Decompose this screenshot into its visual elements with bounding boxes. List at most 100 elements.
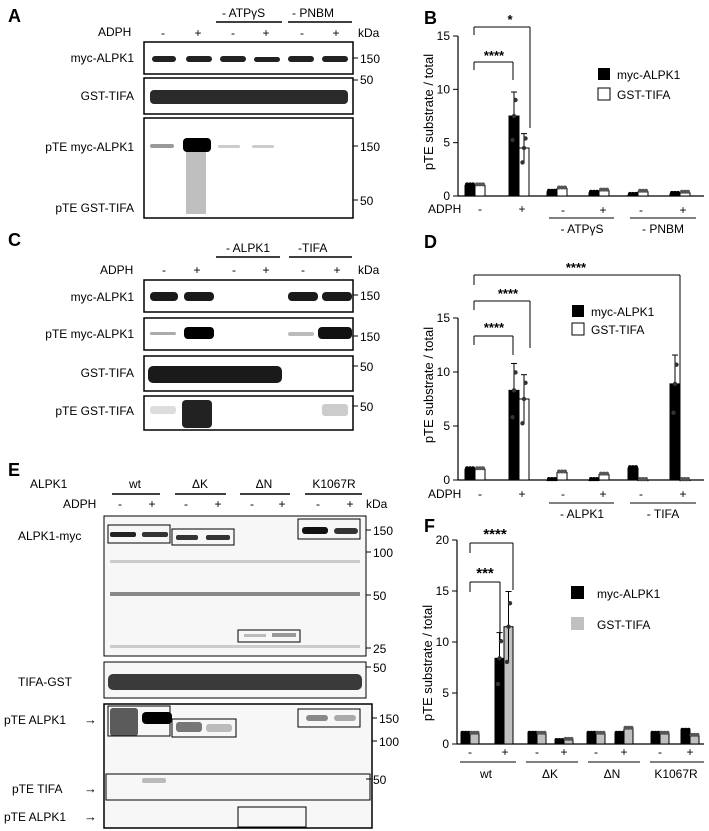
sign: - <box>162 263 166 277</box>
band <box>252 145 274 148</box>
markers-e-top: 150 100 50 25 <box>366 524 393 656</box>
data-point <box>481 182 485 187</box>
panel-a: A ADPH - ATPγS - PNBM - + - + - + kDa <box>8 6 380 219</box>
data-point <box>638 477 642 481</box>
group-d1: - ALPK1 <box>560 507 604 521</box>
sign: + <box>262 263 269 277</box>
bands-e-pte <box>105 705 371 828</box>
panel-letter-a: A <box>8 6 21 26</box>
bar-gst-tifa <box>595 733 606 745</box>
bar-gst-tifa <box>474 468 486 481</box>
y-tick-label: 15 <box>437 29 451 43</box>
group-f3: K1067R <box>654 767 698 781</box>
band <box>288 292 318 301</box>
marker: 100 <box>379 735 399 749</box>
data-point <box>628 191 632 196</box>
group-f1: ΔK <box>542 767 558 781</box>
data-point <box>478 182 482 187</box>
band <box>254 57 280 62</box>
y-tick-label: 5 <box>442 686 449 700</box>
bands-e-myc <box>107 518 361 648</box>
marker: 50 <box>373 589 387 603</box>
band <box>318 327 352 339</box>
data-point <box>498 638 504 644</box>
data-point <box>495 681 501 687</box>
blot-c-3 <box>143 395 354 431</box>
sign: - <box>478 487 482 501</box>
kda-c: kDa <box>358 263 380 277</box>
data-point <box>471 182 475 187</box>
data-point <box>614 730 619 735</box>
data-point <box>542 730 547 735</box>
group-d2: - TIFA <box>647 507 679 521</box>
x-signs-d: - + - + - + <box>478 487 687 501</box>
data-point <box>539 730 544 735</box>
lane-signs-e: - + - + - + - + <box>118 497 354 511</box>
marker: 100 <box>373 546 393 560</box>
blot-c-0 <box>143 279 354 313</box>
highlight-box <box>107 705 171 737</box>
kda-e: kDa <box>366 497 388 511</box>
data-point <box>638 188 642 193</box>
group-b1: - ATPγS <box>560 222 603 236</box>
band <box>150 332 176 335</box>
data-point <box>644 477 648 481</box>
row-label-e-pte-alpk1: pTE ALPK1 <box>4 713 66 727</box>
x-signs-f: - + - + - + - + <box>468 745 694 759</box>
blot-pte-a <box>143 117 354 219</box>
data-point <box>599 187 603 192</box>
bar-myc-alpk1 <box>527 733 538 745</box>
y-tick-label: 5 <box>443 419 450 433</box>
data-point <box>468 182 472 187</box>
data-point <box>676 190 680 195</box>
band-gst-row <box>150 90 348 104</box>
data-point <box>472 730 477 735</box>
sign: - <box>561 203 565 217</box>
bar-gst-tifa <box>556 471 568 481</box>
bar-myc-alpk1 <box>627 467 639 481</box>
band <box>272 633 296 637</box>
band <box>142 712 172 724</box>
data-point <box>557 737 562 742</box>
sign: - <box>161 26 165 40</box>
data-point <box>592 189 596 194</box>
marker: 50 <box>360 73 374 87</box>
band <box>184 327 214 339</box>
data-point <box>628 465 632 470</box>
sign: + <box>262 26 269 40</box>
lane-signs-c: - + - + - + <box>162 263 341 277</box>
sign: + <box>679 487 686 501</box>
x-signs-b: - + - + - + <box>478 202 687 217</box>
band <box>322 56 348 62</box>
data-point <box>523 380 528 385</box>
sign: - <box>478 202 482 216</box>
marker-e-tifa: 50 <box>373 661 387 675</box>
data-point <box>641 188 645 193</box>
row-label-c-1: pTE myc-ALPK1 <box>45 327 134 341</box>
sig-b2: * <box>507 12 513 27</box>
row-label-c-3: pTE GST-TIFA <box>55 404 134 418</box>
group-e-3: K1067R <box>312 477 356 491</box>
sign: - <box>301 263 305 277</box>
row-label-e-pte-tifa: pTE TIFA <box>12 782 62 796</box>
marker: 50 <box>373 773 387 787</box>
sign: - <box>535 745 539 759</box>
legend-swatch-b2 <box>597 87 611 101</box>
legend-f2: GST-TIFA <box>597 618 650 632</box>
data-point <box>478 466 482 471</box>
bands-a <box>150 56 348 214</box>
highlight-box <box>171 528 235 546</box>
band <box>244 634 266 637</box>
marker: 25 <box>373 642 387 656</box>
row-label-a-2: pTE myc-ALPK1 <box>45 140 134 154</box>
chart-b: 0 5 10 15 <box>437 29 704 203</box>
band <box>322 292 352 301</box>
marker: 50 <box>360 360 374 374</box>
panel-f: F pTE substrate / total 0 5 10 15 20 **** **… <box>420 516 704 781</box>
highlight-box <box>105 773 371 801</box>
legend-b2: GST-TIFA <box>617 88 670 102</box>
data-point <box>680 727 685 732</box>
band-mid <box>110 592 360 596</box>
data-point <box>530 730 535 735</box>
